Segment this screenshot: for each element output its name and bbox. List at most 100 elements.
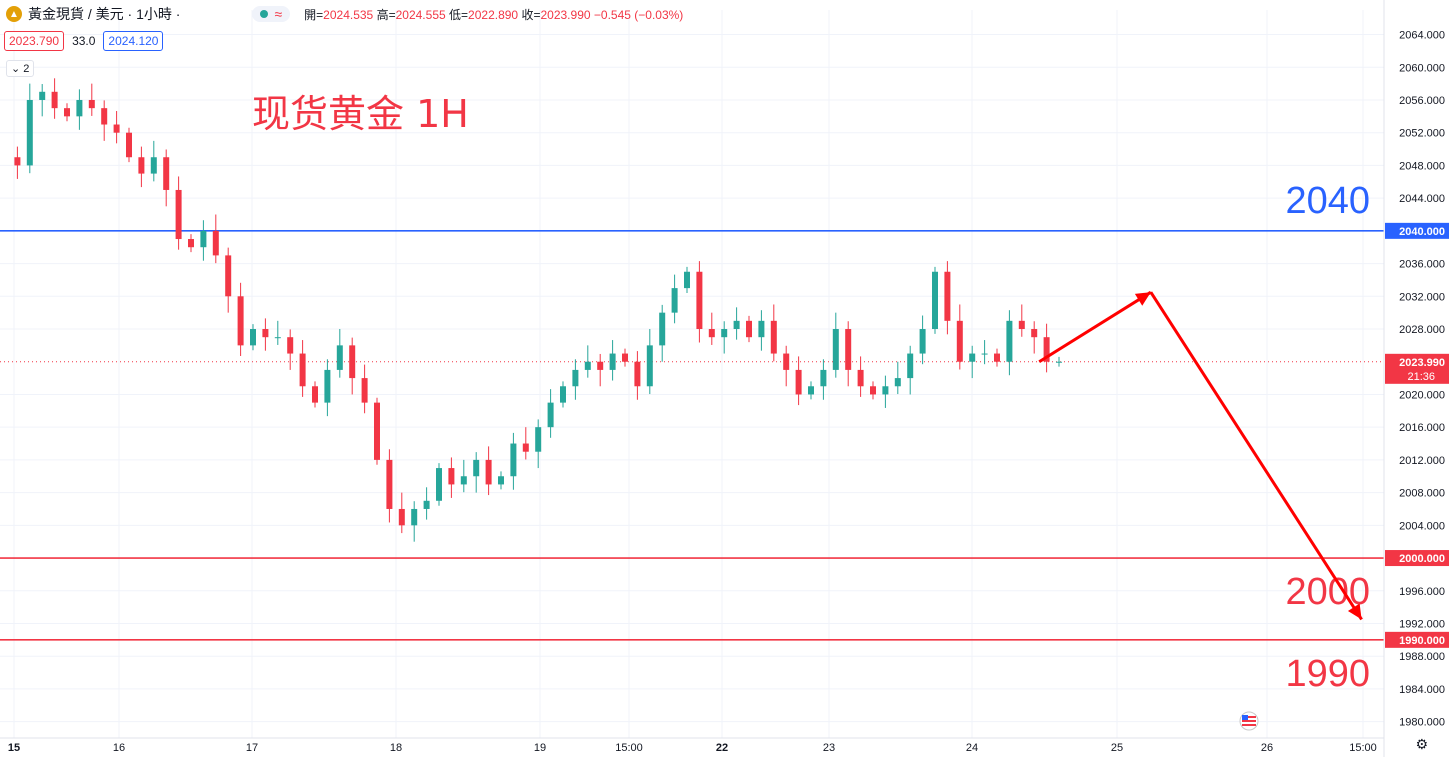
price-tick-label: 2044.000 (1399, 193, 1445, 205)
candle-body (882, 386, 889, 395)
candle-body (76, 99, 83, 117)
candle-body (522, 443, 529, 452)
price-tick-label: 1984.000 (1399, 684, 1445, 696)
candle-body (597, 361, 604, 370)
candle-body (795, 369, 802, 395)
wave-icon: ≈ (274, 6, 283, 22)
candle-body (708, 329, 715, 338)
candle-body (312, 386, 318, 403)
level-label: 1990 (1285, 653, 1370, 695)
candle-body (361, 378, 368, 403)
candle-body (423, 500, 430, 509)
candle-body (857, 369, 864, 387)
candle-body (659, 312, 666, 346)
price-tick-label: 2060.000 (1399, 62, 1445, 74)
candle-body (870, 386, 876, 395)
candle-body (460, 476, 467, 485)
level-label: 2040 (1285, 180, 1370, 222)
candle-body (39, 91, 46, 100)
candle-body (498, 476, 504, 485)
candle-body (919, 329, 926, 354)
price-tick-label: 2008.000 (1399, 488, 1445, 500)
symbol-header: ▲ 黃金現貨 / 美元 · 1小時 · ≈ 開=2024.535 高=2024.… (0, 0, 1380, 28)
chart-grid (0, 10, 1384, 738)
time-tick-label: 24 (966, 742, 978, 754)
us-flag-icon[interactable] (1239, 711, 1259, 731)
candle-body (646, 345, 653, 387)
candle-body (237, 296, 244, 346)
candle-body (1006, 320, 1013, 362)
candle-body (1018, 320, 1025, 330)
open-value: 2024.535 (323, 7, 374, 22)
price-tick-label: 2012.000 (1399, 455, 1445, 467)
indicators-count: 2 (23, 63, 30, 75)
candle-body (845, 329, 852, 370)
candle-body (684, 271, 690, 289)
candle-body (1056, 361, 1062, 363)
candle-body (956, 320, 963, 362)
price-tick-label: 2056.000 (1399, 95, 1445, 107)
candle-body (88, 99, 95, 109)
indicators-toggle[interactable]: ⌄ 2 (6, 60, 35, 77)
candle-body (324, 369, 331, 403)
candle-body (274, 337, 281, 339)
candle-body (609, 353, 616, 370)
candle-body (547, 402, 554, 428)
last-price-label: 2023.990 (1399, 357, 1445, 369)
candle-body (932, 271, 938, 330)
price-tick-label: 2020.000 (1399, 389, 1445, 401)
candle-body (262, 329, 269, 338)
candle-body (510, 443, 517, 477)
time-tick-label: 22 (716, 742, 728, 754)
candle-body (944, 271, 951, 321)
market-open-dot-icon (260, 10, 269, 18)
candle-body (398, 508, 405, 526)
sell-button[interactable]: 2023.790 (4, 31, 65, 51)
candle-body (163, 157, 170, 190)
price-tick-label: 2016.000 (1399, 422, 1445, 434)
spread-value: 33.0 (72, 34, 96, 48)
high-label: 高 (376, 7, 389, 22)
time-tick-label: 19 (534, 742, 546, 754)
candle-body (783, 353, 790, 370)
candle-body (200, 230, 207, 248)
level-axis-tag (1385, 631, 1449, 648)
candle-body (1043, 337, 1050, 362)
quote-row: 2023.790 33.0 2024.120 (4, 31, 164, 51)
candle-body (671, 288, 678, 313)
time-tick-label: 25 (1111, 742, 1123, 754)
candle-body (126, 132, 132, 158)
candle-body (832, 329, 839, 370)
candle-body (436, 468, 442, 501)
candle-body (175, 189, 182, 240)
price-tick-label: 2032.000 (1399, 291, 1445, 303)
last-price-tag (1385, 353, 1449, 384)
candle-body (894, 378, 901, 387)
candle-body (572, 369, 579, 387)
market-status-pill[interactable]: ≈ (252, 6, 291, 22)
candle-body (808, 386, 814, 395)
buy-button[interactable]: 2024.120 (103, 31, 164, 51)
level-lines: 20402040.00020002000.00019901990.0002023… (0, 180, 1449, 695)
level-axis-tag-label: 2040.000 (1399, 226, 1445, 238)
price-tick-label: 2004.000 (1399, 520, 1445, 532)
candle-body (14, 157, 21, 166)
level-axis-tag-label: 1990.000 (1399, 635, 1445, 647)
forecast-arrow-line (1038, 290, 1152, 364)
candle-body (150, 157, 157, 174)
level-axis-tag (1385, 222, 1449, 239)
candle-body (770, 320, 777, 354)
time-axis[interactable]: 15 16 17 18 19 15:00 22 23 24 25 26 15:00 (0, 737, 1384, 754)
price-axis[interactable]: 2064.000 2060.000 2056.000 2052.000 2048.000… (1383, 0, 1445, 757)
settings-gear-icon[interactable]: ⚙ (1415, 736, 1428, 752)
candle-body (299, 353, 306, 387)
candle-body (634, 361, 641, 387)
close-label: 收 (521, 7, 534, 22)
time-tick-label: 18 (390, 742, 402, 754)
candle-body (212, 230, 219, 256)
gold-coin-icon: ▲ (6, 6, 22, 22)
symbol-title[interactable]: 黃金現貨 / 美元 · 1小時 · (28, 6, 181, 22)
close-value: 2023.990 (540, 7, 591, 22)
candle-body (26, 99, 33, 166)
